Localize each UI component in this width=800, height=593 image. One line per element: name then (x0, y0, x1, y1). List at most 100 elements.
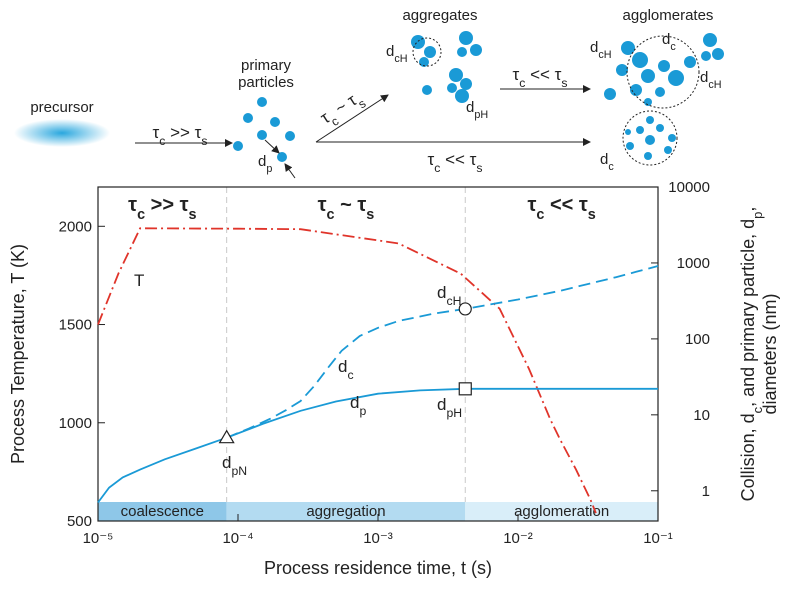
region-header: τc >> τs (128, 194, 196, 223)
arrow-label: τc ~ τs (317, 87, 368, 133)
schematic-label: dcH (590, 39, 612, 61)
x-tick-label: 10⁻² (503, 530, 533, 547)
x-tick-label: 10⁻⁵ (83, 530, 114, 547)
text-run: d (466, 99, 474, 116)
x-tick-label: 10⁻³ (363, 530, 393, 547)
agglomerates-label: agglomerates (623, 7, 714, 24)
subscript: p (359, 404, 366, 418)
subscript: s (588, 207, 596, 223)
text-run: d (258, 153, 266, 170)
text-run: , and primary particle, d (738, 219, 758, 407)
schematic: precursor τc >> τs primary particles dp … (14, 7, 724, 179)
region-header: τc ~ τs (318, 194, 375, 223)
text-run: , (738, 207, 758, 212)
text-run: >> τ (165, 123, 201, 142)
y2-tick-label: 10000 (668, 179, 710, 196)
region-header: τc << τs (527, 194, 595, 223)
subscript: p (266, 163, 272, 175)
text-run: d (662, 31, 670, 48)
y2-tick-label: 1 (702, 483, 710, 500)
annotation: dp (350, 393, 366, 418)
annotation: dpN (222, 453, 247, 478)
subscript: c (519, 76, 525, 90)
text-run: d (350, 393, 359, 412)
arrow (264, 139, 280, 154)
primary-particles (233, 97, 295, 162)
text-run: τ (428, 150, 435, 169)
text-run: ~ τ (335, 194, 367, 216)
x-tick-label: 10⁻⁴ (222, 530, 253, 547)
region-label: coalescence (121, 503, 204, 520)
marker (218, 429, 235, 444)
text-run: τ (153, 123, 160, 142)
text-run: d (338, 357, 347, 376)
text-run: d (222, 453, 231, 472)
subscript: cH (708, 79, 721, 91)
region-label: aggregation (306, 503, 385, 520)
arrow (315, 94, 389, 143)
y2-tick-label: 10 (693, 407, 710, 424)
subscript: cH (598, 49, 611, 61)
arrow-label: τc >> τs (153, 123, 208, 148)
agglomerates (604, 33, 724, 166)
series-line (97, 387, 658, 504)
y-tick-label: 1500 (59, 317, 92, 334)
precursor-label: precursor (30, 99, 93, 116)
subscript: c (750, 406, 765, 413)
x-tick-label: 10⁻¹ (643, 530, 673, 547)
annotation: T (134, 271, 144, 290)
subscript: s (366, 207, 374, 223)
schematic-label: dcH (386, 43, 408, 65)
text-run: << τ (440, 150, 476, 169)
subscript: pH (446, 406, 462, 420)
text-run: << τ (525, 65, 561, 84)
y2-tick-label: 100 (685, 331, 710, 348)
text-run: τ (318, 194, 327, 216)
y-tick-label: 1000 (59, 415, 92, 432)
marker (458, 382, 472, 396)
subscript: s (189, 207, 197, 223)
arrow-label: τc << τs (428, 150, 483, 175)
subscript: cH (394, 53, 407, 65)
x-axis-label: Process residence time, t (s) (264, 558, 492, 578)
schematic-label: dp (258, 153, 272, 175)
y-tick-label: 500 (67, 513, 92, 530)
annotation: dcH (437, 283, 461, 308)
y-axis-label: Process Temperature, T (K) (8, 244, 28, 464)
y2-axis-label: Collision, dc, and primary particle, dp, (738, 207, 765, 502)
subscript: s (561, 76, 567, 90)
arrow-label: τc << τs (513, 65, 568, 90)
text-run: τ (527, 194, 536, 216)
aggregates (411, 31, 482, 103)
annotation: dc (338, 357, 354, 382)
text-run: τ (128, 194, 137, 216)
text-run: << τ (544, 194, 587, 216)
arrow (284, 163, 296, 179)
subscript: c (347, 368, 353, 382)
precursor-cloud (14, 119, 110, 147)
text-run: d (437, 395, 446, 414)
y2-tick-label: 1000 (677, 255, 710, 272)
y-tick-label: 2000 (59, 218, 92, 235)
text-run: τ (513, 65, 520, 84)
text-run: diameters (nm) (760, 293, 780, 414)
primary-label: particles (238, 74, 294, 91)
subscript: pH (474, 109, 488, 121)
annotation: dpH (437, 395, 462, 420)
aggregates-label: aggregates (402, 7, 477, 24)
text-run: d (437, 283, 446, 302)
text-run: Collision, d (738, 413, 758, 501)
subscript: c (137, 207, 145, 223)
schematic-label: dcH (700, 69, 722, 91)
schematic-label: dpH (466, 99, 488, 121)
subscript: c (670, 41, 676, 53)
series-line (226, 265, 659, 439)
text-run: >> τ (145, 194, 188, 216)
subscript: cH (446, 294, 461, 308)
region-band (226, 502, 466, 521)
schematic-label: dc (662, 31, 676, 53)
subscript: c (434, 161, 440, 175)
subscript: c (536, 207, 544, 223)
